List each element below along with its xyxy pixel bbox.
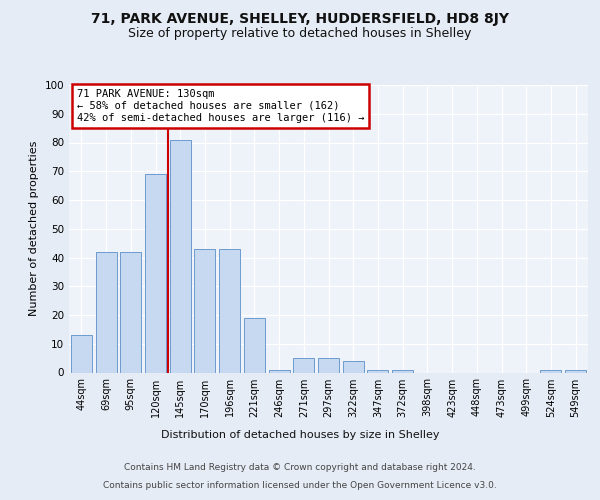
Bar <box>95 252 116 372</box>
Text: Size of property relative to detached houses in Shelley: Size of property relative to detached ho… <box>128 28 472 40</box>
Bar <box>71 335 92 372</box>
Bar <box>120 252 141 372</box>
Text: Contains public sector information licensed under the Open Government Licence v3: Contains public sector information licen… <box>103 480 497 490</box>
Bar <box>565 370 586 372</box>
Bar <box>318 358 339 372</box>
Text: 71, PARK AVENUE, SHELLEY, HUDDERSFIELD, HD8 8JY: 71, PARK AVENUE, SHELLEY, HUDDERSFIELD, … <box>91 12 509 26</box>
Bar <box>145 174 166 372</box>
Bar <box>219 249 240 372</box>
Text: Distribution of detached houses by size in Shelley: Distribution of detached houses by size … <box>161 430 439 440</box>
Bar <box>293 358 314 372</box>
Text: Contains HM Land Registry data © Crown copyright and database right 2024.: Contains HM Land Registry data © Crown c… <box>124 463 476 472</box>
Bar <box>170 140 191 372</box>
Bar <box>194 249 215 372</box>
Bar <box>392 370 413 372</box>
Bar <box>367 370 388 372</box>
Bar <box>269 370 290 372</box>
Bar <box>343 361 364 372</box>
Y-axis label: Number of detached properties: Number of detached properties <box>29 141 39 316</box>
Bar <box>541 370 562 372</box>
Text: 71 PARK AVENUE: 130sqm
← 58% of detached houses are smaller (162)
42% of semi-de: 71 PARK AVENUE: 130sqm ← 58% of detached… <box>77 90 364 122</box>
Bar <box>244 318 265 372</box>
